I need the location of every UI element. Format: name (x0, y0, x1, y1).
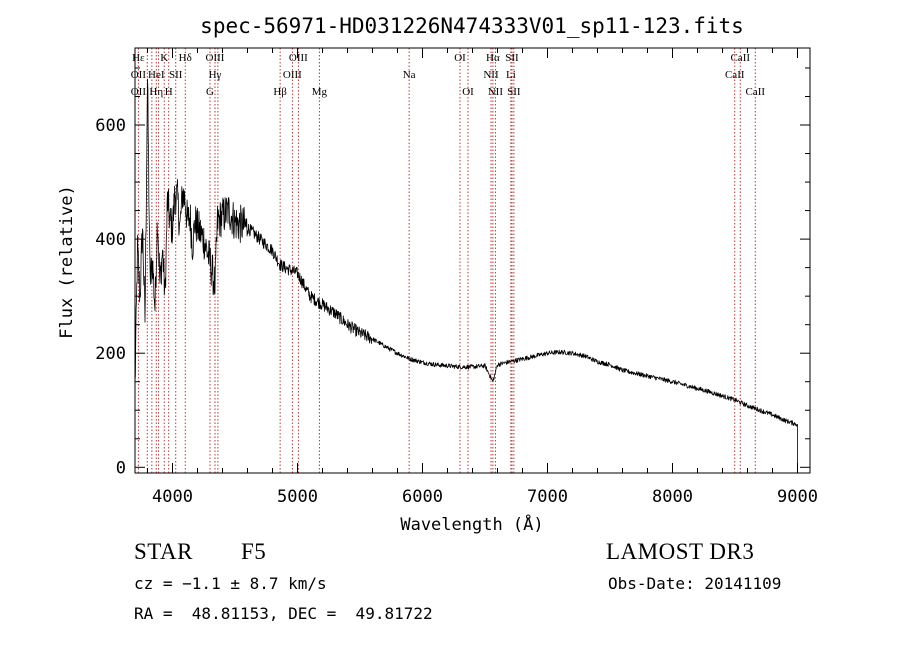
object-subclass: F5 (241, 539, 267, 564)
line-marker-label: CaII (730, 52, 750, 64)
line-marker-label: OI (454, 52, 466, 64)
x-tick-label: 8000 (652, 487, 693, 507)
chart-title: spec-56971-HD031226N474333V01_sp11-123.f… (200, 14, 744, 38)
line-marker-label: Na (403, 69, 416, 81)
x-axis-ticks: 4000 5000 6000 7000 8000 9000 (147, 48, 818, 507)
line-marker-label: CaII (745, 86, 765, 98)
line-marker-label: CaII (725, 69, 745, 81)
line-marker-label: OI (462, 86, 474, 98)
line-marker-label: OII (131, 69, 147, 81)
x-tick-label: 5000 (277, 487, 318, 507)
line-marker-label: SII (169, 69, 183, 81)
y-axis-ticks: 0 200 400 600 (95, 67, 810, 478)
coordinates: RA = 48.81153, DEC = 49.81722 (134, 604, 433, 623)
survey-name: LAMOST DR3 (606, 539, 755, 564)
line-markers (137, 48, 756, 473)
line-marker-label: Hε (132, 52, 145, 64)
line-marker-label: Hη (149, 86, 163, 98)
line-marker-label: H (165, 86, 173, 98)
line-marker-label: NII (488, 86, 504, 98)
x-axis-label: Wavelength (Å) (400, 513, 543, 535)
y-tick-label: 0 (116, 458, 126, 478)
line-marker-label: Mg (312, 86, 328, 98)
y-axis-label: Flux (relative) (57, 185, 77, 339)
line-marker-label: K (160, 52, 168, 64)
line-marker-label: SII (505, 52, 519, 64)
line-marker-label: OIII (283, 69, 302, 81)
line-marker-label: Hγ (209, 69, 222, 81)
y-tick-label: 200 (95, 344, 126, 364)
line-marker-label: G (206, 86, 214, 98)
line-marker-label: Hδ (179, 52, 192, 64)
spectrum-chart: spec-56971-HD031226N474333V01_sp11-123.f… (57, 14, 818, 535)
line-marker-label: Hβ (273, 86, 287, 98)
line-marker-label: OIII (289, 52, 308, 64)
y-tick-label: 400 (95, 230, 126, 250)
line-marker-label: NII (483, 69, 499, 81)
line-marker-label: SII (507, 86, 521, 98)
line-marker-labels: HεOIIOIIHeIHηKHSIIHδGOIIIHγHβOIIIOIIIMgN… (131, 52, 766, 98)
spectrum-line (134, 78, 798, 468)
x-tick-label: 6000 (402, 487, 443, 507)
redshift-value: cz = −1.1 ± 8.7 km/s (134, 574, 327, 593)
line-marker-label: Li (506, 69, 516, 81)
observation-date: Obs-Date: 20141109 (608, 574, 782, 593)
line-marker-label: Hα (486, 52, 500, 64)
x-tick-label: 9000 (777, 487, 818, 507)
line-marker-label: HeI (148, 69, 165, 81)
x-tick-label: 7000 (527, 487, 568, 507)
x-tick-label: 4000 (152, 487, 193, 507)
plot-frame (134, 47, 811, 474)
spectrum-series (134, 78, 798, 468)
object-class: STAR (134, 539, 193, 564)
y-tick-label: 600 (95, 116, 126, 136)
line-marker-label: OIII (206, 52, 225, 64)
